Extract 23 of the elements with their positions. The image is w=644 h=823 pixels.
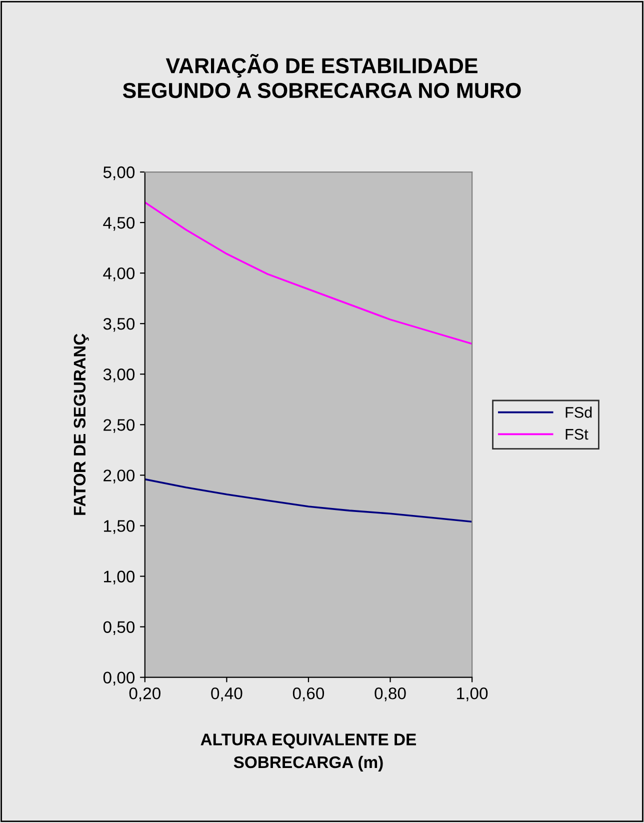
y-tick-label: 1,00: [104, 570, 135, 584]
legend-label: FSt: [566, 428, 588, 440]
chart-title: VARIAÇÃO DE ESTABILIDADE SEGUNDO A SOBRECARGA NO MURO: [122, 54, 521, 98]
line-series: [144, 201, 472, 345]
y-tick-label: 2,50: [104, 419, 135, 433]
legend-label: FSd: [566, 406, 592, 418]
x-tick-label: 0,80: [374, 687, 406, 702]
y-tick-label: 0,50: [103, 621, 135, 635]
y-tick-label: 3,00: [103, 368, 135, 382]
y-axis-title: FATOR DE SEGURANÇ: [74, 334, 89, 515]
y-tick-label: 0,00: [103, 672, 135, 686]
x-tick-label: 0,40: [211, 687, 242, 702]
y-tick-label: 1,50: [104, 520, 135, 534]
y-tick-label: 2,00: [104, 470, 135, 484]
y-tick-label: 5,00: [103, 166, 135, 180]
y-tick-label: 4,00: [103, 267, 135, 282]
x-tick-label: 0,20: [129, 687, 160, 702]
line-series: [144, 478, 472, 523]
y-tick-label: 3,50: [103, 318, 135, 332]
x-tick-label: 0,60: [292, 687, 324, 702]
y-tick-label: 4,50: [103, 216, 135, 231]
x-axis-title: ALTURA EQUIVALENTE DE SOBRECARGA (m): [200, 734, 416, 772]
x-tick-label: 1,00: [457, 687, 488, 702]
